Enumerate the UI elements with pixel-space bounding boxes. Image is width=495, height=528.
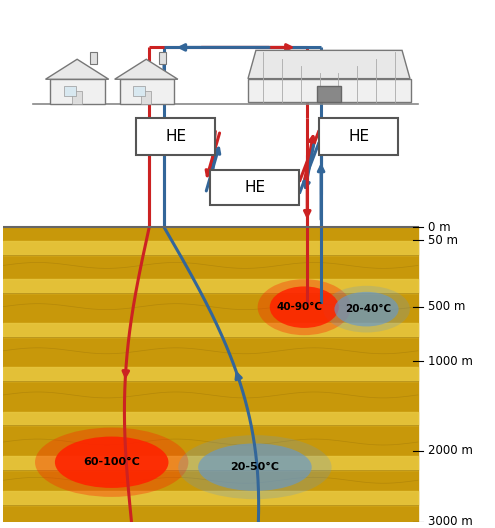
Text: HE: HE: [165, 129, 187, 144]
Ellipse shape: [35, 428, 189, 497]
Polygon shape: [115, 59, 178, 79]
Bar: [3, 279, 418, 293]
Text: 1000 m: 1000 m: [428, 355, 473, 367]
Text: 40-90°C: 40-90°C: [276, 302, 322, 312]
Text: 500 m: 500 m: [428, 300, 465, 313]
Text: 3000 m: 3000 m: [428, 515, 473, 528]
Bar: [3, 411, 418, 426]
Bar: [142, 91, 151, 103]
Text: 2000 m: 2000 m: [428, 445, 473, 457]
Bar: [3, 456, 418, 469]
Bar: [134, 87, 145, 97]
Bar: [3, 241, 418, 254]
Bar: [248, 79, 411, 102]
Ellipse shape: [198, 444, 312, 491]
Text: HE: HE: [348, 129, 369, 144]
Bar: [3, 491, 418, 505]
Ellipse shape: [178, 435, 332, 499]
Ellipse shape: [257, 279, 351, 335]
Text: 20-50°C: 20-50°C: [230, 462, 279, 472]
Ellipse shape: [335, 292, 398, 326]
Bar: [317, 86, 341, 102]
Bar: [50, 79, 105, 103]
Bar: [90, 52, 97, 64]
FancyBboxPatch shape: [319, 118, 398, 155]
Polygon shape: [248, 50, 410, 79]
Ellipse shape: [323, 286, 410, 333]
Bar: [120, 79, 174, 103]
Bar: [72, 91, 82, 103]
Text: 60-100°C: 60-100°C: [83, 457, 140, 467]
Text: 0 m: 0 m: [428, 221, 450, 234]
FancyBboxPatch shape: [137, 118, 215, 155]
Bar: [3, 323, 418, 337]
Text: HE: HE: [245, 180, 265, 195]
Ellipse shape: [55, 437, 168, 488]
Bar: [159, 52, 166, 64]
Text: 50 m: 50 m: [428, 234, 458, 247]
FancyBboxPatch shape: [210, 170, 299, 205]
Ellipse shape: [270, 286, 339, 328]
Text: 20-40°C: 20-40°C: [346, 304, 392, 314]
Polygon shape: [46, 59, 109, 79]
Bar: [3, 367, 418, 381]
Bar: [3, 227, 418, 522]
Bar: [64, 87, 76, 97]
